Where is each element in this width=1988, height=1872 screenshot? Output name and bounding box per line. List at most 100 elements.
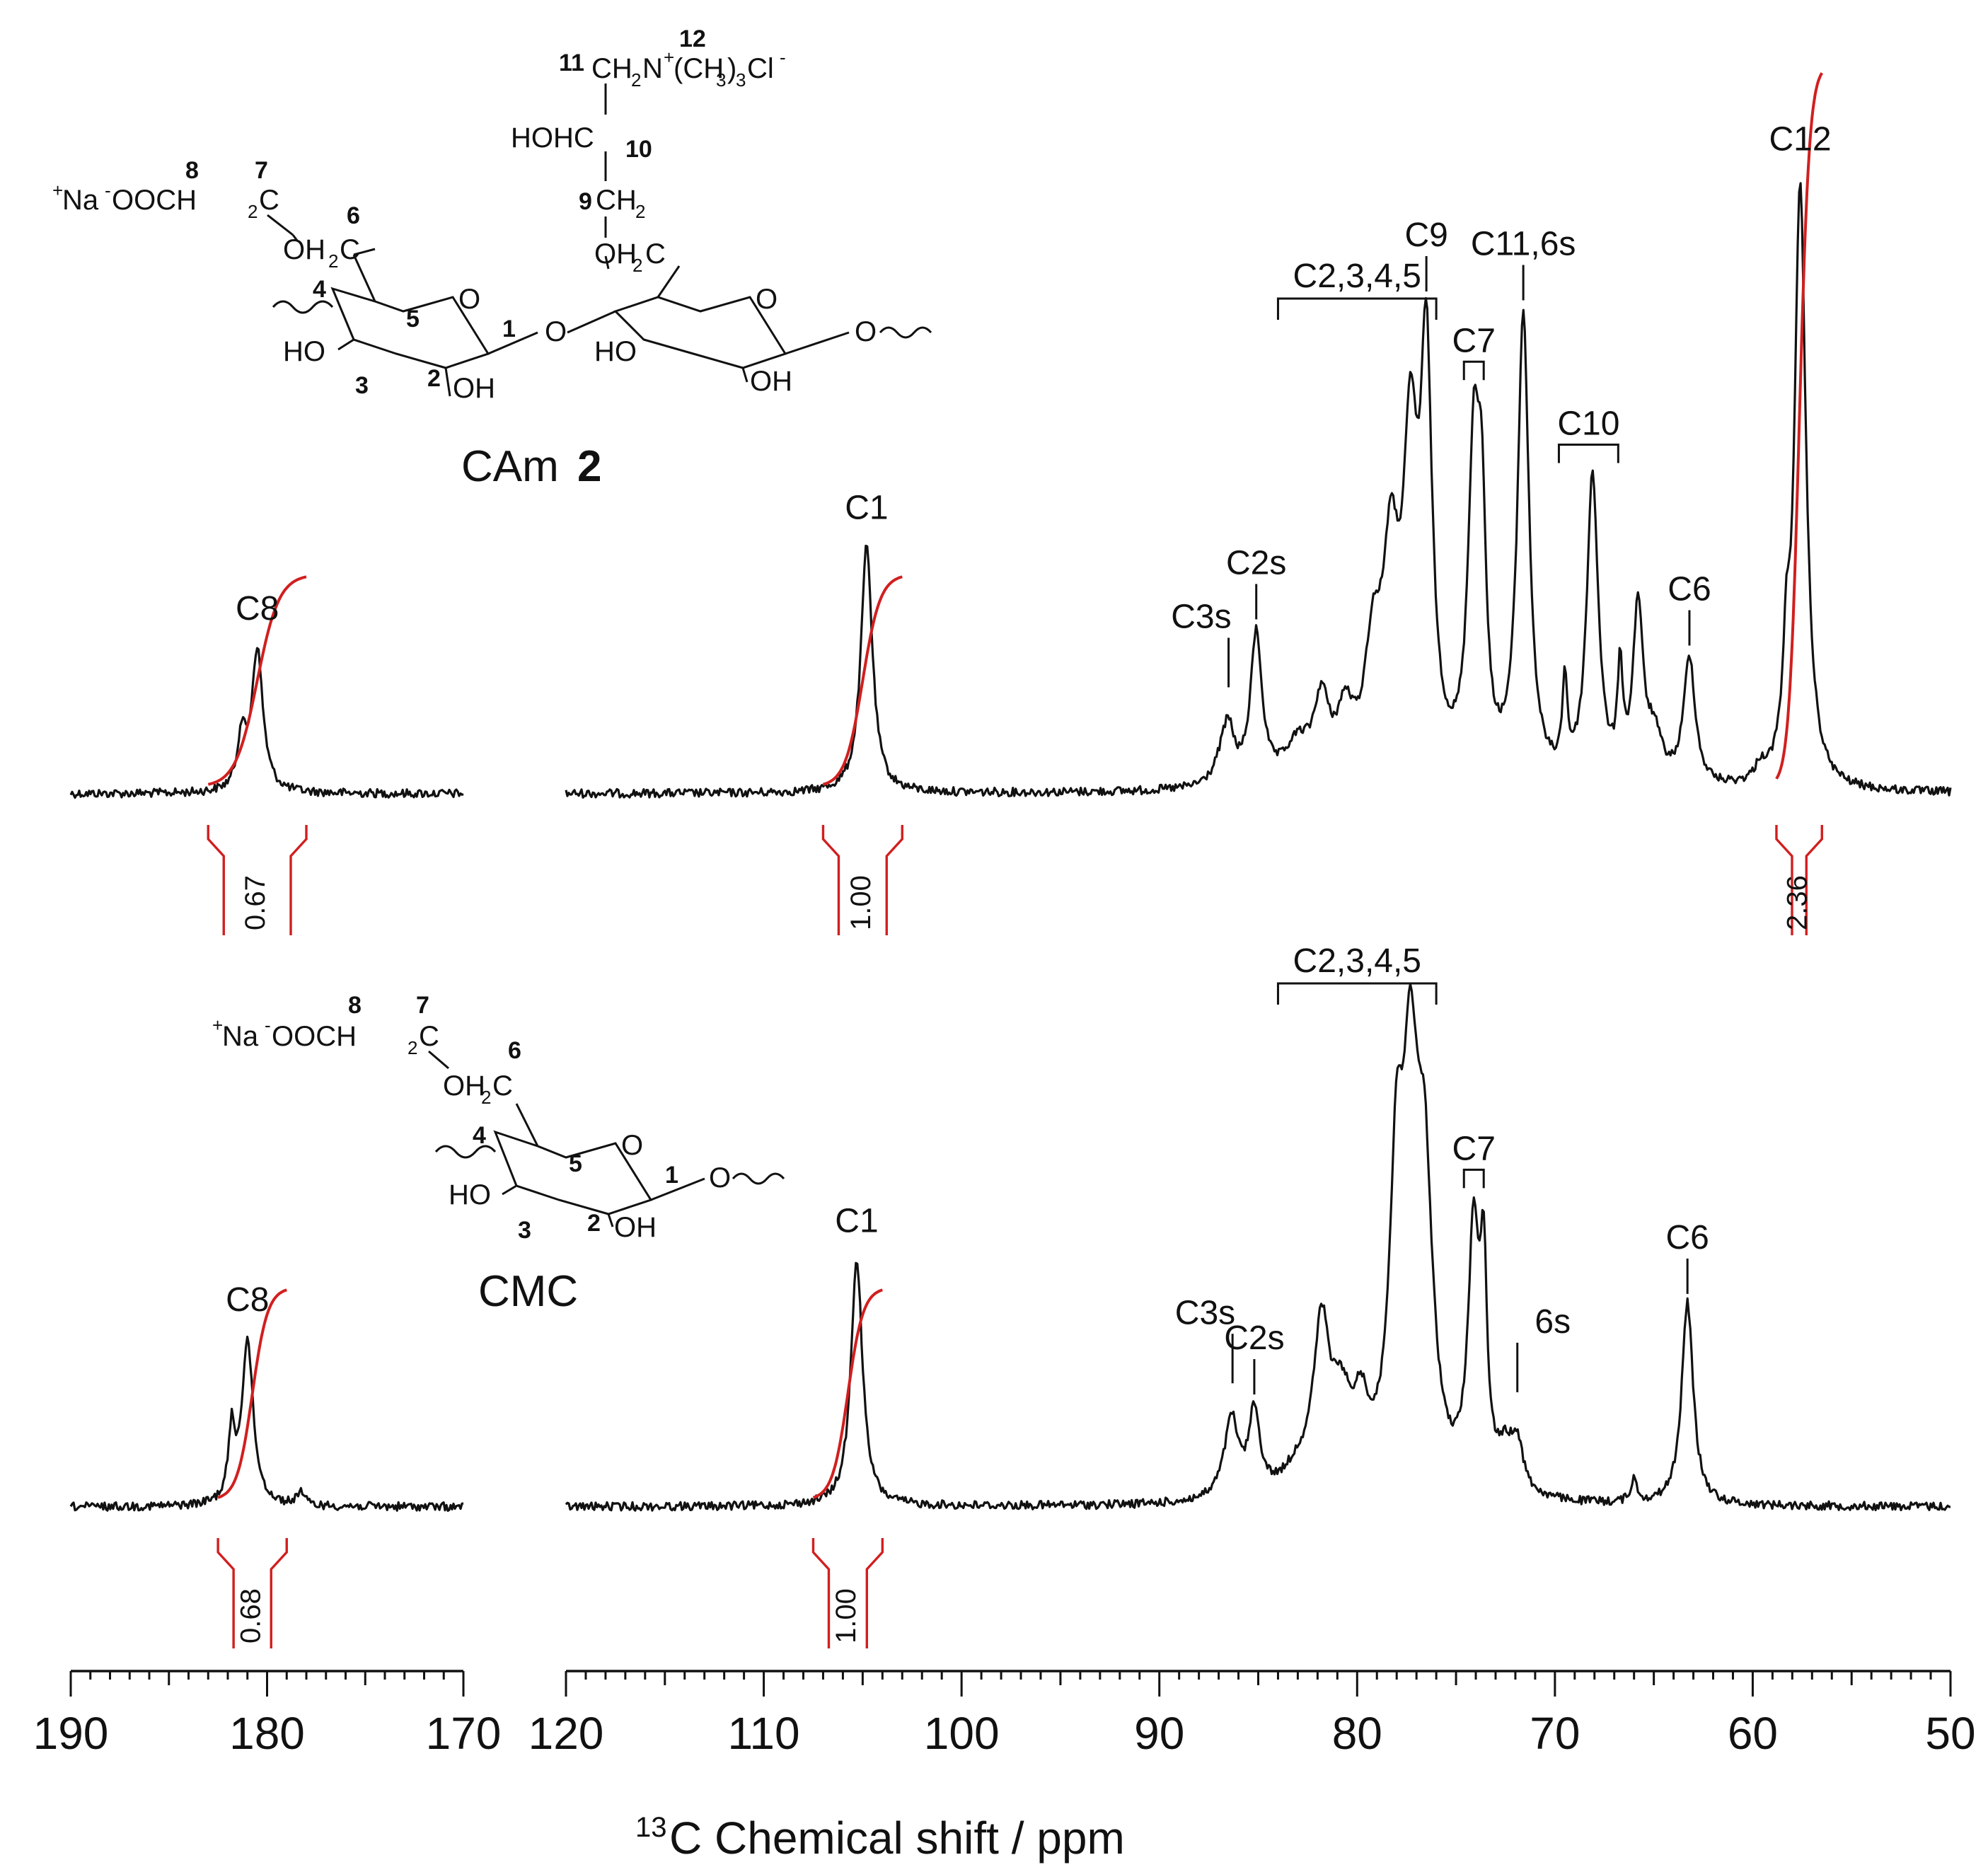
- ring-o-terminal: O: [855, 316, 877, 347]
- bond: [604, 255, 610, 270]
- sup-minus: -: [265, 1015, 271, 1036]
- peak-label-text: C2s: [1224, 1319, 1284, 1357]
- integral-value: 2.36: [1782, 875, 1813, 930]
- x-tick-label: 190: [33, 1708, 109, 1759]
- structure-name-cam2: CAm: [461, 442, 559, 491]
- ring-num-1: 1: [665, 1162, 678, 1189]
- peak-label: C2,3,4,5: [1276, 258, 1438, 320]
- ring-num-3: 3: [355, 372, 369, 399]
- x-tick-label: 180: [229, 1708, 305, 1759]
- cm-num-7: 7: [416, 992, 429, 1019]
- ring-oh-cmc: OH: [614, 1212, 657, 1243]
- peak-label: C6: [1665, 1219, 1709, 1294]
- range-bracket: [1276, 982, 1438, 1005]
- integral-curve: [812, 1288, 883, 1499]
- cam2-rings: OH 2 C 6 5 4 3 2 1 HO O OH O HO O OH: [272, 202, 932, 404]
- integral-value: 0.68: [235, 1588, 266, 1643]
- x-axis: 190 180 170 120 110 100 90 80 70 60 50: [33, 1670, 1976, 1759]
- integral-value: 1.00: [845, 875, 877, 930]
- c10-bracket: [1557, 444, 1619, 463]
- structure-cmc: + Na - OOCH 2 C 8 7 OH 2 C 6 4 5 O 1 O H…: [212, 992, 785, 1316]
- peak-label-text: 6s: [1535, 1303, 1571, 1341]
- spectrum-trace-2-panel-1: [69, 1335, 464, 1512]
- range-label: C2,3,4,5: [1293, 942, 1421, 980]
- x-tick-label: 100: [924, 1708, 1000, 1759]
- bond: [487, 331, 538, 355]
- chain-ch2-b: CH: [596, 185, 637, 216]
- cam2-carboxymethyl: + Na - OOCH 2 C 8 7: [52, 157, 294, 236]
- sup-plus: +: [52, 180, 63, 201]
- wavy-bond: [879, 326, 932, 339]
- structure-name-cam2-number: 2: [577, 442, 601, 491]
- integral-bracket: [216, 1538, 288, 1648]
- integral-value: 0.67: [240, 875, 271, 930]
- sub-2: 2: [631, 69, 641, 91]
- structure-name-cmc: CMC: [478, 1267, 578, 1316]
- ring-num-3: 3: [518, 1217, 531, 1244]
- chain-cl: Cl: [747, 53, 774, 84]
- peak-label: C2s: [1224, 1319, 1285, 1395]
- ring-num-2: 2: [587, 1210, 601, 1237]
- bond: [650, 1177, 705, 1201]
- wavy-bond: [272, 300, 334, 314]
- peak-label: C2,3,4,5: [1276, 942, 1438, 1005]
- chain-num-9: 9: [579, 188, 592, 215]
- chain-ch2-a: CH: [591, 53, 632, 84]
- ring-num-5: 5: [569, 1150, 582, 1177]
- range-bracket: [1276, 297, 1438, 320]
- integrals-layer: 0.67 1.00 2.36 0.68 1.00: [207, 72, 1824, 1648]
- sub-2: 2: [328, 250, 338, 272]
- ring-o-cmc: O: [621, 1130, 643, 1161]
- integral-curve: [1775, 72, 1824, 780]
- peak-label-text: C2s: [1226, 544, 1286, 582]
- x-axis-title: 13 C Chemical shift / ppm: [635, 1812, 1125, 1864]
- peak-label-text: C9: [1404, 216, 1447, 254]
- peak-label: C6: [1668, 570, 1711, 646]
- bond: [353, 248, 376, 256]
- bond: [291, 234, 299, 241]
- cm-num-8: 8: [185, 157, 199, 184]
- ring-oh-left: OH: [453, 373, 495, 404]
- peak-label: C7: [1452, 1130, 1496, 1189]
- peak-label: C9: [1404, 216, 1448, 291]
- peak-label-text: C1: [845, 489, 888, 526]
- peak-labels-layer: C8C1C3sC2sC2,3,4,5C9C7C11,6sC10C6C12C8C1…: [226, 121, 1832, 1395]
- peak-label: C8: [226, 1281, 269, 1319]
- x-tick-label: 50: [1925, 1708, 1975, 1759]
- x-axis-title-text: C Chemical shift / ppm: [669, 1813, 1125, 1864]
- bond: [502, 1184, 517, 1196]
- spectrum-trace-1-panel-1: [69, 647, 464, 799]
- ring-num-6: 6: [508, 1037, 521, 1064]
- peak-label-text: C7: [1452, 322, 1496, 359]
- sup-plus: +: [664, 47, 674, 68]
- sub-3a: 3: [716, 69, 726, 91]
- ring-oh2c-label: OH: [283, 234, 325, 265]
- cm-c: C: [259, 185, 279, 216]
- spectra-layer: [69, 182, 1952, 1512]
- range-label: C2,3,4,5: [1293, 258, 1421, 295]
- x-tick-label: 60: [1728, 1708, 1778, 1759]
- cm-c: C: [419, 1021, 439, 1052]
- sub-2: 2: [632, 255, 642, 276]
- x-tick-label: 90: [1134, 1708, 1184, 1759]
- cm-num-8: 8: [348, 992, 362, 1019]
- sup-plus: +: [212, 1015, 223, 1036]
- ring-num-1: 1: [502, 316, 516, 342]
- bond: [352, 254, 376, 302]
- peak-label: C3s: [1175, 1294, 1235, 1384]
- ring-ho-right: HO: [594, 336, 637, 367]
- peak-label-text: C3s: [1175, 1294, 1235, 1331]
- peak-label-text: C3s: [1171, 599, 1231, 636]
- wavy-bond: [732, 1172, 785, 1185]
- cam2-side-chain: 11 CH 2 N + (CH 3 ) 3 Cl - 12 HOHC 10 9 …: [511, 25, 786, 276]
- integral-bracket: [207, 825, 308, 935]
- cm-na: Na: [222, 1021, 259, 1052]
- ring-ho-left: HO: [283, 336, 325, 367]
- peak-label: C8: [236, 590, 279, 628]
- bond: [785, 331, 850, 355]
- chain-n: N: [642, 53, 663, 84]
- peak-label: C12: [1769, 121, 1831, 158]
- cm-num-7: 7: [255, 157, 268, 184]
- cm-ooch: OOCH: [112, 185, 197, 216]
- glycosidic-o: O: [545, 316, 567, 347]
